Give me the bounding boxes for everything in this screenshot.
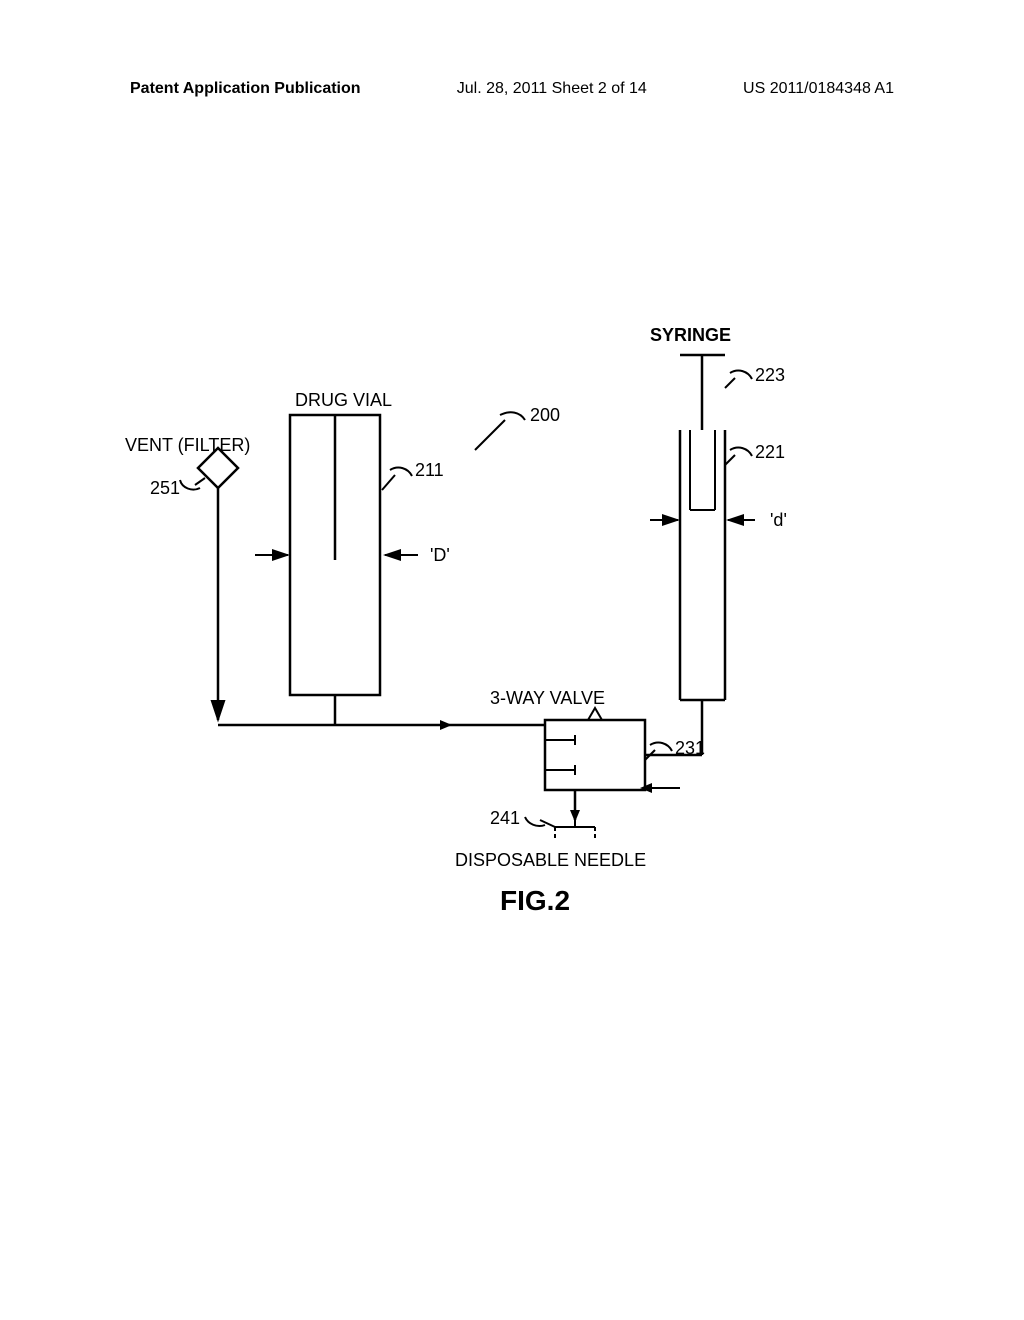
dim-D: 'D': [430, 545, 450, 566]
label-syringe: SYRINGE: [650, 325, 731, 346]
diagram: SYRINGE DRUG VIAL VENT (FILTER) 3-WAY VA…: [0, 0, 1024, 1320]
label-three-way-valve: 3-WAY VALVE: [490, 688, 605, 709]
ref-231: 231: [675, 738, 705, 759]
dim-d: 'd': [770, 510, 787, 531]
figure-label: FIG.2: [500, 885, 570, 917]
label-vent-filter: VENT (FILTER): [125, 435, 250, 456]
diagram-svg: [0, 0, 1024, 1320]
label-disposable-needle: DISPOSABLE NEEDLE: [455, 850, 646, 871]
ref-200: 200: [530, 405, 560, 426]
ref-223: 223: [755, 365, 785, 386]
ref-211: 211: [415, 460, 444, 481]
ref-251: 251: [150, 478, 180, 499]
label-drug-vial: DRUG VIAL: [295, 390, 392, 411]
ref-221: 221: [755, 442, 785, 463]
ref-241: 241: [490, 808, 520, 829]
